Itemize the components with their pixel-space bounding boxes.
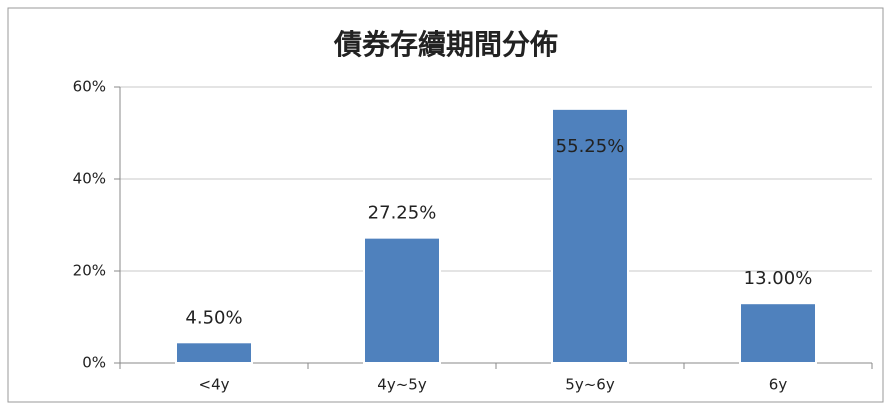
bar	[739, 302, 817, 365]
data-label: 55.25%	[556, 136, 625, 157]
data-label: 13.00%	[744, 268, 813, 289]
chart-border	[7, 7, 884, 403]
bar	[363, 236, 441, 364]
x-tick-label: <4y	[199, 376, 230, 394]
y-tick-label: 60%	[73, 78, 106, 96]
data-label: 4.50%	[185, 307, 242, 328]
x-tick-label: 6y	[769, 376, 788, 394]
bar	[175, 341, 253, 364]
y-tick-label: 20%	[73, 262, 106, 280]
y-tick-label: 40%	[73, 170, 106, 188]
data-label: 27.25%	[368, 203, 437, 224]
chart-title: 債券存續期間分佈	[333, 28, 558, 61]
x-tick-label: 5y~6y	[565, 376, 615, 394]
x-tick-label: 4y~5y	[377, 376, 427, 394]
bar	[551, 107, 629, 364]
y-tick-label: 0%	[82, 354, 106, 372]
